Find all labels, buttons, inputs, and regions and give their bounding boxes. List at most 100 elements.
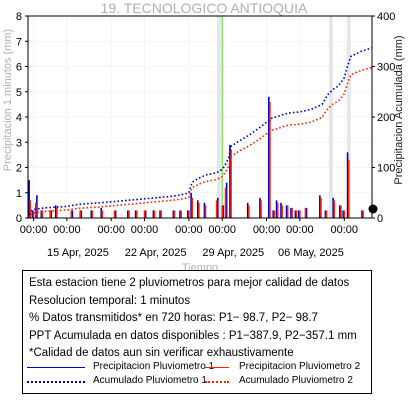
legend-swatch-p2-acum xyxy=(205,381,229,383)
legend-swatch-p1-precip xyxy=(27,367,85,368)
left-tick-label: 4 xyxy=(16,112,22,124)
bar-p2 xyxy=(56,207,58,218)
bar-p2 xyxy=(41,210,44,218)
bar-p2 xyxy=(276,202,279,218)
right-tick-label: 200 xyxy=(377,112,395,124)
bar-p2 xyxy=(273,210,276,218)
chart-title: 19. TECNOLOGICO ANTIOQUIA xyxy=(101,0,308,16)
bar-p1 xyxy=(172,210,175,218)
bars-pluviometro-1 xyxy=(28,96,363,218)
bar-p1 xyxy=(225,182,228,218)
legend-label-p1-precip: Precipitacion Pluviometro 1 xyxy=(93,361,215,372)
left-tick-label: 8 xyxy=(16,11,22,23)
bar-p1 xyxy=(280,202,282,218)
x-tick-label: 00:00 xyxy=(20,224,48,236)
bar-p2 xyxy=(230,149,232,218)
bar-p2 xyxy=(248,205,250,218)
info-line-stations: Esta estacion tiene 2 pluviometros para … xyxy=(29,277,350,289)
bar-p2 xyxy=(191,197,194,218)
bar-p2 xyxy=(101,210,104,218)
bar-p2 xyxy=(215,200,218,218)
bar-p1 xyxy=(216,197,219,218)
precipitation-chart: 19. TECNOLOGICO ANTIOQUIA 0 1 2 3 4 5 6 7 8 0 100… xyxy=(2,0,405,270)
bar-p1 xyxy=(297,210,300,218)
bar-p2 xyxy=(188,210,190,218)
shaded-bands xyxy=(216,16,351,218)
bar-p1 xyxy=(339,205,341,218)
info-line-transmitted: % Datos transmitidos* en 720 horas: P1− … xyxy=(29,312,318,324)
x-tick-label: 00:00 xyxy=(330,224,358,236)
bar-p2 xyxy=(320,197,322,218)
bar-p2 xyxy=(173,210,176,218)
shaded-band xyxy=(328,16,333,218)
x-tick-label: 00:00 xyxy=(97,224,125,236)
left-tick-label: 3 xyxy=(16,137,22,149)
bar-p2 xyxy=(260,200,262,218)
bar-p1 xyxy=(179,210,181,218)
x-date-label: 29 Apr, 2025 xyxy=(202,247,264,259)
left-axis-ticks: 0 1 2 3 4 5 6 7 8 xyxy=(16,11,28,225)
right-axis-ticks: 0 100 200 300 400 xyxy=(372,11,395,225)
bar-p2 xyxy=(269,101,271,218)
bar-p1 xyxy=(294,210,297,218)
bar-p1 xyxy=(319,195,321,218)
info-line-quality: *Calidad de datos aun sin verificar exha… xyxy=(29,347,294,359)
bar-p2 xyxy=(113,210,116,218)
bar-p1 xyxy=(71,210,74,218)
bar-p2 xyxy=(135,210,138,218)
x-tick-label: 00:00 xyxy=(253,224,281,236)
bar-p2 xyxy=(180,210,182,218)
bar-p2 xyxy=(49,210,51,218)
line-acum-p2 xyxy=(27,66,373,219)
bar-p2 xyxy=(362,210,364,218)
bar-p2 xyxy=(70,210,73,218)
bar-p2 xyxy=(79,210,81,218)
right-tick-label: 100 xyxy=(377,163,395,175)
bar-p2 xyxy=(153,210,156,218)
bar-p2 xyxy=(286,205,289,218)
accumulated-lines xyxy=(27,47,373,219)
bar-p1 xyxy=(100,207,103,218)
bar-p2 xyxy=(32,210,35,218)
info-line-accumulated: PPT Acumulada en datos disponibles : P1−… xyxy=(29,329,357,342)
x-tick-label: 00:00 xyxy=(131,224,159,236)
end-marker-dot xyxy=(368,204,378,214)
bar-p1 xyxy=(268,96,270,218)
bar-p2 xyxy=(304,207,307,218)
bar-p1 xyxy=(305,207,308,218)
right-tick-label: 300 xyxy=(377,62,395,74)
bar-p1 xyxy=(80,210,83,218)
bar-p1 xyxy=(144,210,147,218)
bar-p1 xyxy=(324,210,327,218)
bar-p1 xyxy=(54,205,57,218)
left-tick-label: 1 xyxy=(16,188,22,200)
left-tick-label: 7 xyxy=(16,36,22,48)
bar-p1 xyxy=(361,210,363,218)
bar-p2 xyxy=(340,205,342,218)
bar-p2 xyxy=(91,210,94,218)
x-tick-label: 00:00 xyxy=(53,224,81,236)
shaded-band xyxy=(216,16,221,218)
bar-p1 xyxy=(50,210,53,218)
bar-p1 xyxy=(190,192,192,218)
info-line-resolution: Resolucion temporal: 1 minutos xyxy=(29,294,191,307)
x-tick-label: 00:00 xyxy=(286,224,314,236)
bar-p2 xyxy=(343,210,346,218)
bar-p1 xyxy=(114,210,117,218)
bar-p1 xyxy=(342,210,344,218)
bar-p2 xyxy=(224,187,227,218)
bar-p2 xyxy=(29,200,32,218)
left-tick-label: 6 xyxy=(16,62,22,74)
bar-p2 xyxy=(128,210,130,218)
bar-p2 xyxy=(295,210,298,218)
right-tick-label: 0 xyxy=(377,213,383,225)
bar-p2 xyxy=(299,210,301,218)
legend-label-p1-acum: Acumulado Pluviometro 1 xyxy=(93,375,207,386)
bar-p1 xyxy=(127,210,129,218)
bar-p1 xyxy=(222,205,225,218)
x-date-label: 15 Apr, 2025 xyxy=(47,247,109,259)
bar-p1 xyxy=(186,210,189,218)
bar-p2 xyxy=(291,207,293,218)
bar-p1 xyxy=(152,210,155,218)
bar-p1 xyxy=(259,197,261,218)
